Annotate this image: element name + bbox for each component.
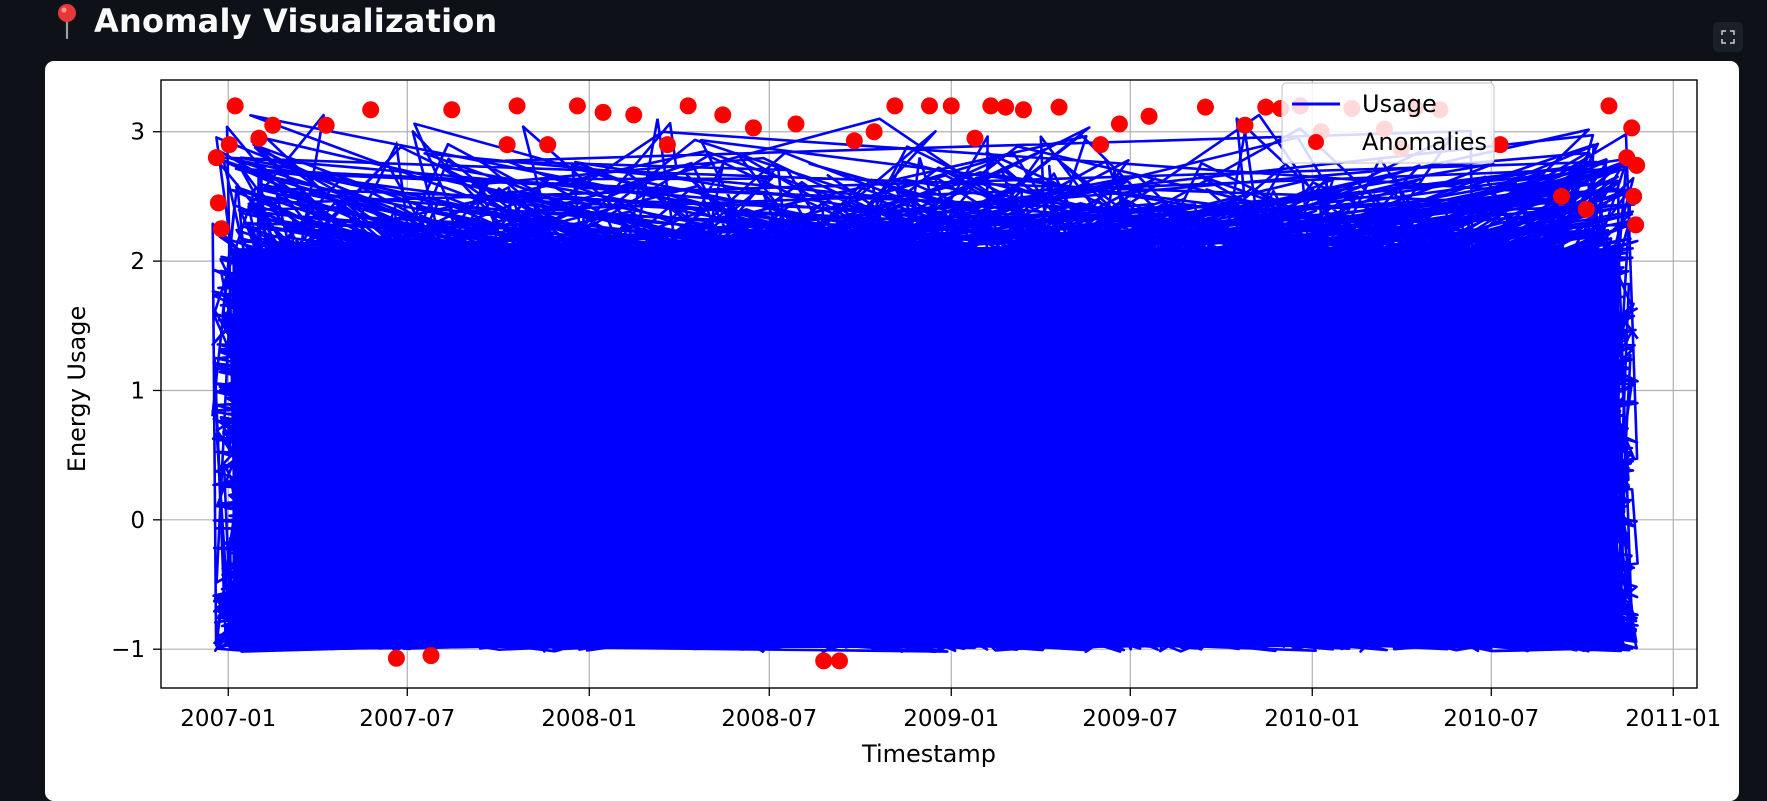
anomaly-point (997, 98, 1015, 116)
x-tick-label: 2010-07 (1443, 706, 1539, 732)
usage-series (211, 113, 1639, 654)
pushpin-icon (58, 4, 76, 40)
axis-ticks: 2007-01 2007-07 2008-01 2008-07 2009-01 2009-… (111, 120, 1721, 732)
anomaly-point (966, 129, 984, 147)
anomaly-point (1577, 200, 1595, 218)
y-tick-label: 2 (130, 249, 145, 275)
anomaly-point (1110, 115, 1128, 133)
anomaly-point (1140, 107, 1158, 125)
anomaly-point (1623, 119, 1641, 137)
anomaly-point (250, 129, 268, 147)
y-tick-label: 3 (130, 120, 145, 146)
anomaly-point (1628, 156, 1646, 174)
x-tick-label: 2007-07 (359, 706, 455, 732)
x-tick-label: 2008-01 (541, 706, 637, 732)
anomaly-point (539, 136, 557, 154)
x-tick-label: 2009-01 (903, 706, 999, 732)
fullscreen-icon (1721, 30, 1735, 44)
plot-frame (160, 79, 1698, 689)
anomaly-point (982, 97, 1000, 115)
anomaly-point (1625, 187, 1643, 205)
anomaly-point (830, 652, 848, 670)
anomaly-point (209, 194, 227, 212)
anomaly-point (845, 132, 863, 150)
anomaly-point (568, 97, 586, 115)
anomaly-point (207, 149, 225, 167)
y-tick-label: 0 (130, 508, 145, 534)
anomaly-point (594, 103, 612, 121)
anomaly-point (212, 220, 230, 238)
y-tick-label: −1 (111, 637, 145, 663)
y-tick-label: 1 (130, 378, 145, 404)
legend-usage-label: Usage (1362, 90, 1437, 118)
anomaly-point (317, 116, 335, 134)
anomaly-point (508, 97, 526, 115)
anomaly-point (422, 647, 440, 665)
page-title: Anomaly Visualization (94, 2, 498, 40)
anomaly-point (498, 136, 516, 154)
anomaly-point (886, 97, 904, 115)
anomaly-point (815, 652, 833, 670)
x-tick-label: 2009-07 (1082, 706, 1178, 732)
legend-anomaly-swatch (1308, 134, 1324, 150)
x-tick-label: 2008-07 (721, 706, 817, 732)
anomaly-point (1552, 187, 1570, 205)
chart: 2007-01 2007-07 2008-01 2008-07 2009-01 2009-… (63, 79, 1721, 768)
x-tick-label: 2010-01 (1264, 706, 1360, 732)
anomaly-point (679, 97, 697, 115)
x-tick-label: 2007-01 (180, 706, 276, 732)
anomaly-point (942, 97, 960, 115)
y-axis-label: Energy Usage (63, 306, 91, 472)
x-axis-label: Timestamp (861, 740, 996, 768)
legend-anomaly-label: Anomalies (1362, 128, 1487, 156)
anomaly-point (1236, 116, 1254, 134)
anomaly-point (625, 106, 643, 124)
anomaly-point (920, 97, 938, 115)
anomaly-point (220, 136, 238, 154)
anomaly-point (264, 116, 282, 134)
anomaly-point (1092, 136, 1110, 154)
anomaly-point (1014, 101, 1032, 119)
usage-dense-band (232, 248, 1618, 630)
anomaly-point (1627, 216, 1645, 234)
anomaly-point (1050, 98, 1068, 116)
fullscreen-button[interactable] (1713, 22, 1743, 52)
legend: Usage Anomalies (1281, 82, 1495, 164)
anomaly-point (443, 101, 461, 119)
page-header: Anomaly Visualization (50, 0, 497, 42)
chart-card: 2007-01 2007-07 2008-01 2008-07 2009-01 2009-… (45, 61, 1739, 801)
anomaly-point (714, 106, 732, 124)
anomaly-point (787, 115, 805, 133)
anomaly-point (1600, 97, 1618, 115)
anomaly-point (865, 123, 883, 141)
anomaly-point (744, 119, 762, 137)
anomaly-point (226, 97, 244, 115)
anomaly-point (1196, 98, 1214, 116)
anomaly-point (658, 136, 676, 154)
anomaly-point (362, 101, 380, 119)
x-tick-label: 2011-01 (1625, 706, 1721, 732)
anomaly-point (1491, 136, 1509, 154)
anomaly-point (1257, 98, 1275, 116)
anomaly-point (387, 649, 405, 667)
